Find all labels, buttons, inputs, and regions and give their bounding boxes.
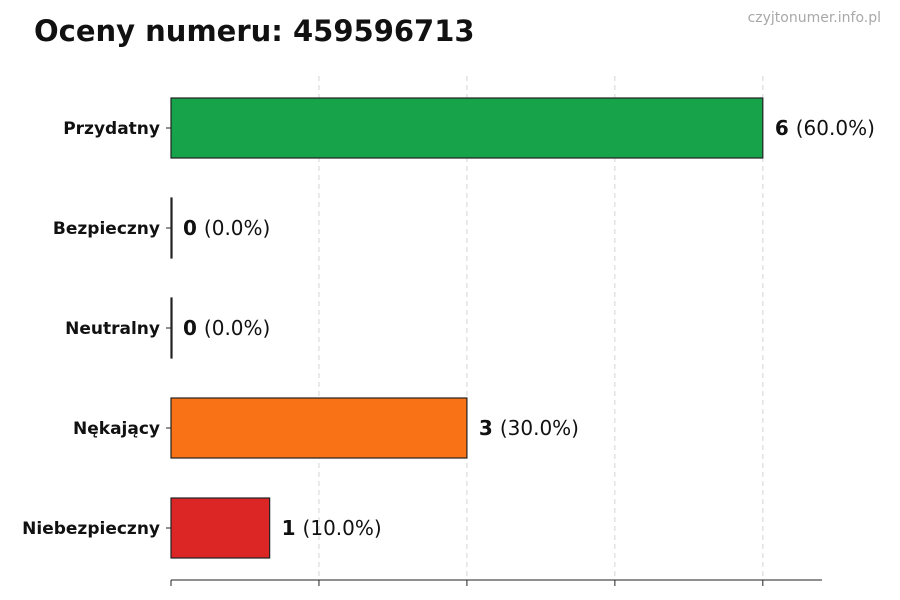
category-label-2: Neutralny [65,319,160,339]
category-label-4: Niebezpieczny [22,519,160,539]
value-count-2: 0 [183,316,197,340]
category-labels: Przydatny Bezpieczny Neutralny Nękający Nieb… [22,119,160,539]
axes [166,127,822,586]
bar-0 [170,97,764,159]
value-percent-1: (0.0%) [204,216,270,240]
value-count-1: 0 [183,216,197,240]
watermark: czyjtonumer.info.pl [748,10,881,26]
value-label-4: 1 (10.0%) [282,516,382,540]
value-label-2: 0 (0.0%) [183,316,270,340]
chart-title: Oceny numeru: 459596713 [34,14,475,48]
grid-lines [318,76,764,580]
bar-2 [170,297,173,359]
bar-4 [170,497,271,559]
category-label-1: Bezpieczny [53,219,160,239]
value-count-3: 3 [479,416,493,440]
category-label-0: Przydatny [63,119,160,139]
value-percent-3: (30.0%) [500,416,579,440]
value-label-0: 6 (60.0%) [775,116,875,140]
bars [170,97,764,559]
value-percent-0: (60.0%) [796,116,875,140]
value-labels: 6 (60.0%) 0 (0.0%) 0 (0.0%) 3 (30.0%) 1 (10.0%) [183,116,875,540]
bar-1 [170,197,173,259]
value-count-0: 6 [775,116,789,140]
category-label-3: Nękający [73,419,160,439]
value-label-3: 3 (30.0%) [479,416,579,440]
bar-3 [170,397,468,459]
value-label-1: 0 (0.0%) [183,216,270,240]
value-percent-4: (10.0%) [303,516,382,540]
value-count-4: 1 [282,516,296,540]
value-percent-2: (0.0%) [204,316,270,340]
